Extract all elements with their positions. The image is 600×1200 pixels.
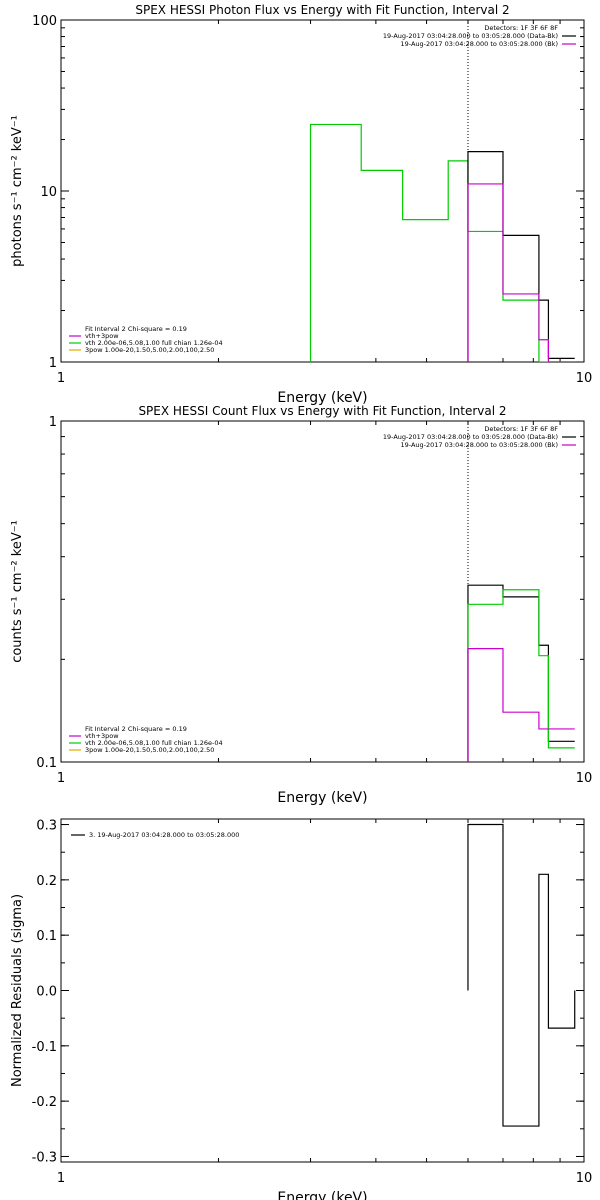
series-line-2: [467, 589, 575, 762]
series-line-1: [309, 123, 575, 362]
series-line-1: [467, 584, 575, 762]
y-axis-label: photons s⁻¹ cm⁻² keV⁻¹: [10, 115, 25, 267]
y-tick-label: 0.1: [36, 929, 57, 944]
legend-top-left-entry: 3. 19-Aug-2017 03:04:28.000 to 03:05:28.…: [89, 831, 239, 839]
y-tick-label: 1: [49, 356, 57, 371]
y-tick-label: -0.1: [32, 1040, 57, 1055]
y-axis-label: counts s⁻¹ cm⁻² keV⁻¹: [10, 520, 25, 663]
y-tick-label: -0.2: [32, 1095, 57, 1110]
legend-bottom-left-entry: 3pow 1.00e-20,1.50,5.00,2.00,100,2.50: [85, 346, 214, 354]
plot-frame: [60, 420, 585, 763]
y-tick-label: 100: [32, 14, 57, 29]
plot-frame: [60, 818, 585, 1163]
y-tick-label: 0.0: [36, 985, 57, 1000]
legend-bottom-left-entry: Fit Interval 2 Chi-square = 0.19: [85, 725, 187, 733]
y-axis-label: Normalized Residuals (sigma): [10, 894, 25, 1087]
x-tick-label: 10: [576, 371, 593, 386]
legend-top-right-entry: 19-Aug-2017 03:04:28.000 to 03:05:28.000…: [383, 32, 558, 40]
x-tick-label: 1: [57, 371, 65, 386]
legend-bottom-left-entry: vth 2.00e-06,5.08,1.00 full chian 1.26e-…: [85, 739, 223, 747]
x-tick-label: 10: [576, 771, 593, 786]
y-tick-label: 0.1: [36, 756, 57, 771]
y-tick-label: 0.3: [36, 819, 57, 834]
legend-top-right-entry: Detectors: 1F 3F 6F 8F: [484, 24, 558, 32]
chart-panel-3: 1 10 Energy (keV) -0.3 -0.2 -0.1 0.0 0.1 0.2 0.3 N…: [10, 818, 593, 1200]
series-line-2: [467, 150, 575, 362]
chart-title: SPEX HESSI Photon Flux vs Energy with Fi…: [135, 3, 509, 17]
x-tick-label: 1: [57, 1171, 65, 1186]
series-line-3: [467, 648, 575, 762]
y-tick-label: 10: [40, 185, 57, 200]
series-line-1: [467, 823, 576, 1127]
legend-bottom-left-entry: 3pow 1.00e-20,1.50,5.00,2.00,100,2.50: [85, 746, 214, 754]
legend-bottom-left-entry: vth 2.00e-06,5.08,1.00 full chian 1.26e-…: [85, 339, 223, 347]
plot-frame: [60, 19, 585, 363]
y-tick-label: -0.3: [32, 1150, 57, 1165]
series-line-3: [467, 183, 575, 362]
legend-bottom-left-entry: Fit Interval 2 Chi-square = 0.19: [85, 325, 187, 333]
x-axis-label: Energy (keV): [277, 390, 367, 406]
legend-top-right-entry: Detectors: 1F 3F 6F 8F: [484, 425, 558, 433]
legend-top-right-entry: 19-Aug-2017 03:04:28.000 to 03:05:28.000…: [401, 40, 558, 48]
x-axis-label: Energy (keV): [277, 1190, 367, 1200]
legend-bottom-left-entry: vth+3pow: [85, 732, 119, 740]
x-tick-label: 1: [57, 771, 65, 786]
y-tick-label: 1: [49, 415, 57, 430]
chart-panel-1: SPEX HESSI Photon Flux vs Energy with Fi…: [10, 3, 592, 406]
y-tick-label: 0.2: [36, 874, 57, 889]
legend-top-right-entry: 19-Aug-2017 03:04:28.000 to 03:05:28.000…: [401, 441, 558, 449]
legend-bottom-left-entry: vth+3pow: [85, 332, 119, 340]
legend-top-right-entry: 19-Aug-2017 03:04:28.000 to 03:05:28.000…: [383, 433, 558, 441]
chart-title: SPEX HESSI Count Flux vs Energy with Fit…: [138, 404, 506, 418]
chart-panel-2: SPEX HESSI Count Flux vs Energy with Fit…: [10, 404, 592, 806]
x-axis-label: Energy (keV): [277, 790, 367, 806]
x-tick-label: 10: [576, 1171, 593, 1186]
